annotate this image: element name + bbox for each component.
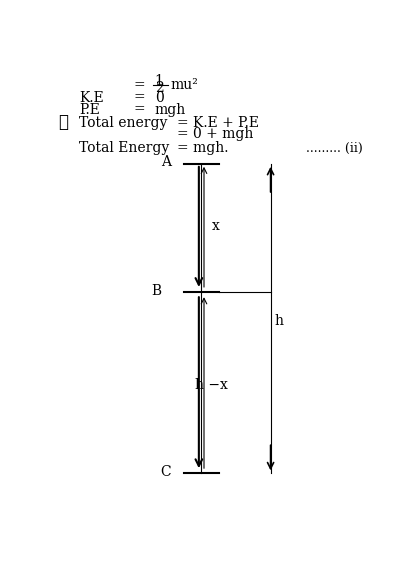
Text: = 0 + mgh: = 0 + mgh <box>177 127 254 141</box>
Text: K.E: K.E <box>79 91 104 104</box>
Text: Total Energy: Total Energy <box>79 141 169 156</box>
Text: Total energy: Total energy <box>79 116 168 130</box>
Text: =: = <box>134 91 146 104</box>
Text: = K.E + P.E: = K.E + P.E <box>177 116 259 130</box>
Text: x: x <box>212 219 220 233</box>
Text: h −x: h −x <box>195 378 227 392</box>
Text: 1: 1 <box>155 74 164 88</box>
Text: A: A <box>161 155 171 169</box>
Text: =: = <box>134 103 146 117</box>
Text: ......... (ii): ......... (ii) <box>306 142 363 155</box>
Text: 2: 2 <box>155 82 164 95</box>
Text: =: = <box>134 78 146 92</box>
Text: mu²: mu² <box>171 78 199 92</box>
Text: C: C <box>161 465 171 479</box>
Text: P.E: P.E <box>79 103 100 117</box>
Text: = mgh.: = mgh. <box>177 141 229 156</box>
Text: ∴: ∴ <box>58 114 68 131</box>
Text: 0: 0 <box>155 91 164 104</box>
Text: B: B <box>151 284 161 298</box>
Text: h: h <box>274 314 283 328</box>
Text: mgh: mgh <box>155 103 186 117</box>
